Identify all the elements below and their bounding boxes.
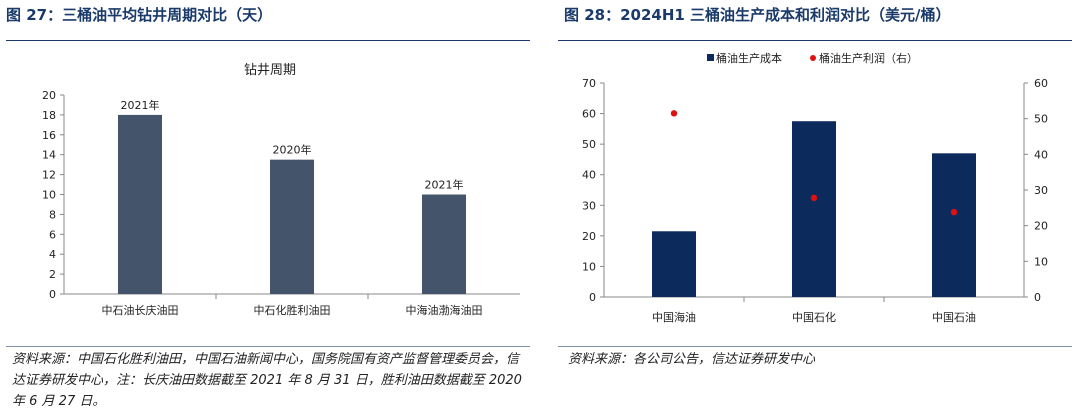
legend-label-profit: 桶油生产利润（右） [819,51,918,65]
y-tick-label: 18 [42,109,56,122]
profit-point [670,110,678,117]
y-tick-label: 4 [49,248,56,261]
left-y-tick-label: 30 [582,199,596,212]
right-y-tick-label: 30 [1034,184,1048,197]
bar-data-label: 2021年 [425,178,464,192]
chart-28-plot: 0 10 20 30 40 50 60 70 0 10 20 30 40 50 60 中国海油 中国石化 中国石油 [582,77,1048,324]
left-y-tick-label: 60 [582,108,596,121]
left-y-tick-label: 70 [582,77,596,90]
cost-bar [652,231,696,297]
legend-label-cost: 桶油生产成本 [716,51,782,65]
chart-27-title: 钻井周期 [244,63,296,78]
figure-27-top-rule [6,40,530,41]
y-tick-label: 6 [49,228,56,241]
right-y-tick-label: 60 [1034,77,1048,90]
legend-swatch-cost [707,54,714,61]
bar-data-label: 2021年 [121,98,160,112]
figure-28-bottom-rule [558,346,1072,347]
y-tick-label: 0 [49,288,56,301]
left-y-tick-label: 10 [582,260,596,273]
right-y-tick-label: 40 [1034,148,1048,161]
legend-marker-profit [810,55,816,61]
cost-bar [792,121,836,297]
bar-data-label: 2020年 [273,143,312,157]
x-tick-label: 中国海油 [652,310,696,324]
left-y-tick-label: 50 [582,138,596,151]
x-tick-label: 中海油渤海油田 [406,303,483,317]
y-tick-label: 2 [49,268,56,281]
y-tick-label: 20 [42,89,56,102]
x-tick-label: 中石油长庆油田 [102,303,179,317]
x-tick-label: 中国石化 [792,310,836,324]
x-tick-label: 中国石油 [932,310,976,324]
figure-27-source-note: 资料来源：中国石化胜利油田，中国石油新闻中心，国务院国有资产监督管理委员会，信达… [12,352,522,409]
y-tick-label: 14 [42,149,56,162]
right-y-tick-label: 10 [1034,255,1048,268]
right-y-tick-label: 0 [1034,291,1041,304]
right-y-tick-label: 20 [1034,220,1048,233]
y-tick-label: 10 [42,189,56,202]
chart-28-legend: 桶油生产成本 桶油生产利润（右） [707,51,918,65]
figure-28-source-note: 资料来源：各公司公告，信达证券研发中心 [568,352,816,367]
y-tick-label: 8 [49,208,56,221]
y-tick-label: 12 [42,169,56,182]
figure-27-title: 图 27：三桶油平均钻井周期对比（天） [6,6,273,24]
left-y-tick-label: 20 [582,230,596,243]
profit-point [810,194,818,202]
x-tick-label: 中石化胜利油田 [254,303,331,317]
y-tick-label: 16 [42,129,56,142]
profit-point [950,208,958,216]
cost-bar [932,153,976,297]
bar [422,194,466,294]
right-y-tick-label: 50 [1034,113,1048,126]
figure-28-top-rule [558,40,1072,41]
bar [118,114,162,295]
bar [270,159,314,294]
left-y-tick-label: 0 [589,291,596,304]
figure-28-title: 图 28：2024H1 三桶油生产成本和利润对比（美元/桶） [564,6,951,24]
left-y-tick-label: 40 [582,169,596,182]
figure-27-bottom-rule [6,346,530,347]
